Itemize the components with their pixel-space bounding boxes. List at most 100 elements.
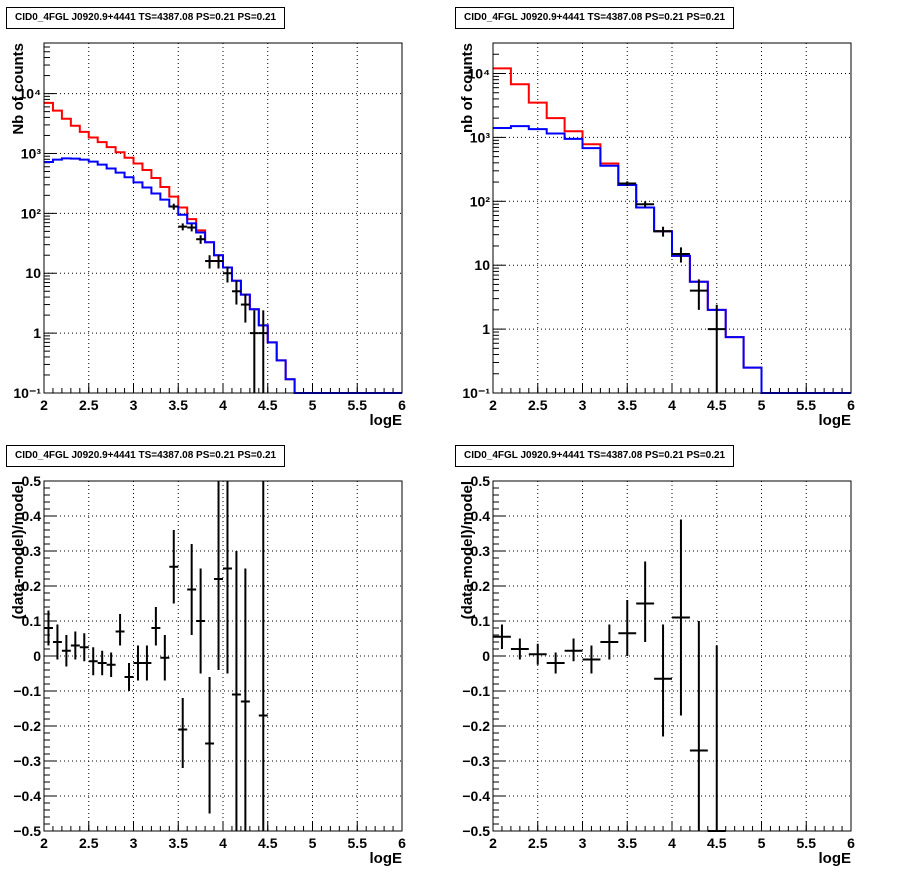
chart-counts-right: 2 2.5 3 3.5 4 4.5 5 5.5 6 10⁻¹ 1 10 10² 10³ 10⁴ logE nb …: [459, 42, 855, 429]
x-tick-label: 4: [219, 835, 227, 851]
y-tick-label: 10⁴: [19, 86, 42, 102]
data-point: [654, 624, 672, 737]
minor-ticks: [492, 53, 852, 393]
x-tick-label: 3: [579, 835, 587, 851]
data-point: [196, 568, 206, 674]
x-tick-label: 4.5: [258, 397, 278, 413]
x-tick-label: 5: [309, 397, 317, 413]
y-tick-label: −0.2: [13, 718, 41, 734]
y-tick-label: 1: [482, 321, 490, 337]
chart-residuals-left: 2 2.5 3 3.5 4 4.5 5 5.5 6 −0.5 −0.4 −0.3 −0.2 −0.1 0 0.…: [10, 473, 406, 867]
y-tick-label: −0.4: [462, 788, 490, 804]
chart-title: CID0_4FGL J0920.9+4441 TS=4387.08 PS=0.2…: [6, 445, 286, 467]
y-tick-label: −0.3: [462, 753, 490, 769]
histogram-series: [493, 125, 851, 394]
data-point: [689, 279, 708, 310]
data-point: [115, 614, 125, 646]
y-tick-label: −0.5: [462, 823, 490, 839]
data-point: [205, 677, 215, 814]
data-points: [493, 519, 726, 832]
x-tick-label: 2: [489, 835, 497, 851]
x-tick-label: 6: [847, 397, 855, 413]
x-tick-label: 5.5: [348, 397, 368, 413]
data-point: [258, 481, 268, 831]
data-point: [70, 631, 80, 660]
plot-area: [44, 481, 402, 831]
x-tick-label: 4.5: [258, 835, 278, 851]
y-tick-label: 0.2: [471, 578, 491, 594]
y-tick-label: 1: [33, 325, 41, 341]
data-point: [689, 621, 708, 831]
y-tick-label: 10³: [470, 129, 491, 145]
y-tick-label: 10²: [470, 193, 491, 209]
x-tick-label: 2.5: [79, 397, 99, 413]
data-point: [258, 310, 268, 393]
y-tick-label: 0.4: [22, 508, 42, 524]
y-axis-label: nb of counts: [459, 43, 476, 133]
data-point: [546, 652, 565, 674]
plot-frame: [492, 42, 852, 394]
data-point: [240, 294, 250, 323]
x-tick-label: 4.5: [707, 397, 727, 413]
x-tick-label: 5.5: [348, 835, 368, 851]
x-axis-label: logE: [819, 850, 852, 867]
y-tick-label: −0.2: [462, 718, 490, 734]
x-tick-label: 3.5: [169, 397, 189, 413]
data-points: [44, 481, 268, 831]
y-tick-label: 10⁴: [468, 65, 491, 81]
data-point: [636, 201, 655, 208]
y-tick-label: 10²: [21, 205, 42, 221]
x-tick-label: 6: [398, 397, 406, 413]
data-point: [672, 519, 690, 716]
data-point: [178, 698, 188, 768]
x-tick-label: 5: [758, 397, 766, 413]
data-point: [223, 481, 232, 674]
data-point: [106, 652, 116, 677]
data-point: [600, 624, 619, 660]
plot-frame: [43, 480, 403, 832]
data-points: [618, 181, 726, 393]
y-tick-label: 10⁻¹: [462, 385, 490, 401]
y-tick-label: 0: [33, 648, 41, 664]
x-tick-label: 4: [219, 397, 227, 413]
data-point: [654, 226, 672, 237]
y-axis-label: (data-model)/model: [10, 481, 27, 619]
data-point: [133, 645, 143, 681]
y-tick-label: 0.1: [22, 613, 42, 629]
y-tick-label: 0.3: [22, 543, 42, 559]
x-tick-label: 2.5: [528, 835, 548, 851]
data-point: [510, 638, 529, 660]
y-tick-label: 10³: [21, 145, 42, 161]
x-tick-label: 3: [579, 397, 587, 413]
x-axis-label: logE: [370, 412, 403, 429]
data-point: [44, 610, 53, 646]
data-point: [214, 481, 223, 670]
y-tick-label: 10: [25, 265, 41, 281]
y-tick-label: 0.5: [471, 473, 491, 489]
x-tick-label: 6: [847, 835, 855, 851]
data-point: [231, 280, 241, 305]
data-point: [672, 247, 690, 263]
x-axis-label: logE: [819, 412, 852, 429]
data-point: [231, 551, 241, 831]
chart-title: CID0_4FGL J0920.9+4441 TS=4387.08 PS=0.2…: [6, 7, 286, 29]
x-tick-label: 6: [398, 835, 406, 851]
plot-frame: [492, 480, 852, 832]
data-point: [169, 530, 179, 604]
pad-counts-left: 2 2.5 3 3.5 4 4.5 5 5.5 6 10⁻¹ 1 10 10² 10³ 10⁴ logE Nb …: [0, 0, 449, 437]
chart-title: CID0_4FGL J0920.9+4441 TS=4387.08 PS=0.2…: [455, 445, 735, 467]
data-point: [564, 638, 583, 662]
data-point: [636, 561, 655, 642]
y-tick-label: −0.1: [13, 683, 41, 699]
y-tick-label: 10: [474, 257, 490, 273]
chart-residuals-right: 2 2.5 3 3.5 4 4.5 5 5.5 6 −0.5 −0.4 −0.3 −0.2 −0.1 0 0.…: [459, 473, 855, 867]
data-point: [214, 255, 223, 269]
x-tick-label: 5.5: [797, 397, 817, 413]
plot-area: [44, 43, 402, 393]
data-point: [124, 663, 134, 691]
data-point: [178, 223, 188, 231]
x-tick-label: 2: [489, 397, 497, 413]
pad-residuals-left: 2 2.5 3 3.5 4 4.5 5 5.5 6 −0.5 −0.4 −0.3 −0.2 −0.1 0 0.…: [0, 437, 449, 875]
data-point: [61, 635, 71, 667]
x-tick-label: 3: [130, 835, 138, 851]
